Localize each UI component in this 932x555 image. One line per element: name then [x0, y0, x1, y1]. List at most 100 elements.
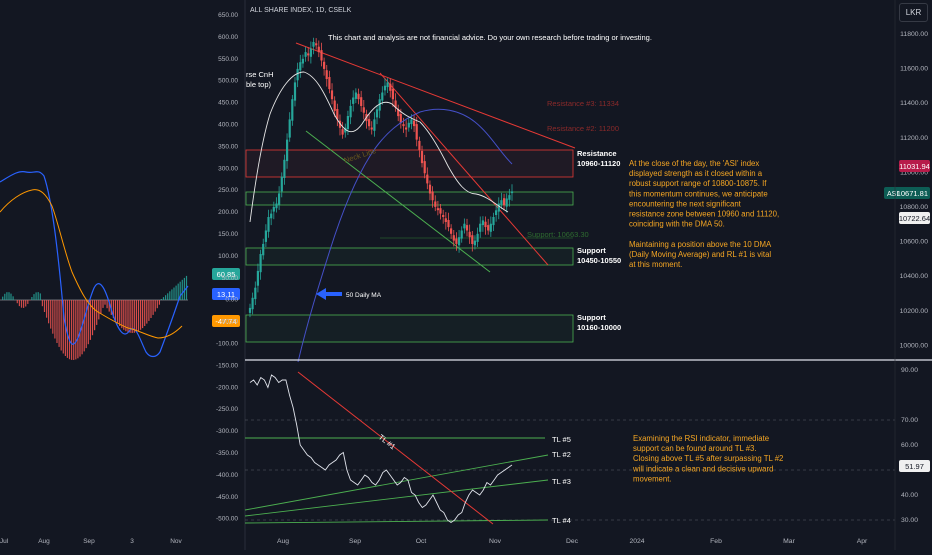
resistance-3-label: Resistance #3: 11334 — [547, 99, 619, 108]
candle-body — [461, 231, 463, 239]
time-axis-label: 2024 — [629, 538, 644, 545]
analysis-line: robust support range of 10800-10875. If — [629, 179, 767, 188]
candle-body — [490, 224, 492, 232]
left-time-label: 3 — [130, 538, 134, 545]
time-axis-label: Oct — [416, 538, 427, 545]
histogram-bar — [50, 300, 51, 329]
support-zone-1-label-2: 10450-10550 — [577, 256, 621, 265]
histogram-bar — [29, 300, 30, 301]
support-zone-2 — [246, 315, 573, 342]
histogram-bar — [150, 300, 151, 318]
candle-body — [302, 59, 304, 64]
time-axis-label: Aug — [277, 538, 289, 545]
price-axis-label: 10000.00 — [900, 342, 929, 349]
rsi-axis-label: 90.00 — [901, 367, 918, 374]
left-axis-label: 350.00 — [218, 143, 238, 150]
candle-body — [318, 47, 320, 52]
candle-body — [495, 210, 497, 215]
candle-body — [376, 109, 378, 117]
candle-body — [447, 220, 449, 227]
candle-body — [463, 224, 465, 229]
candle-body — [355, 93, 357, 99]
histogram-bar — [27, 300, 28, 304]
time-axis-label: Dec — [566, 538, 579, 545]
histogram-bar — [153, 300, 154, 315]
candle-body — [487, 225, 489, 230]
candle-body — [389, 84, 391, 91]
tl-1 — [298, 372, 493, 524]
candle-body — [278, 193, 280, 204]
histogram-bar — [132, 300, 133, 333]
left-axis-label: 250.00 — [218, 187, 238, 194]
histogram-bar — [115, 300, 116, 321]
left-axis-label: 150.00 — [218, 231, 238, 238]
candle-body — [437, 208, 439, 210]
histogram-bar — [176, 286, 177, 300]
rsi-panel[interactable]: TL #5 TL #2 TL #3 TL #4 TL #1 Examining … — [245, 372, 895, 525]
candle-body — [408, 123, 410, 128]
candle-body — [326, 70, 328, 79]
left-axis-label: 450.00 — [218, 100, 238, 107]
price-axis-label: 11400.00 — [900, 100, 928, 107]
support-zone-2-label-2: 10160-10000 — [577, 323, 621, 332]
candle-body — [439, 208, 441, 213]
candle-body — [331, 90, 333, 99]
histogram-bar — [42, 300, 43, 306]
analysis-line: at this moment. — [629, 260, 682, 269]
tl-2 — [245, 455, 548, 510]
price-axis-label: 10800.00 — [900, 204, 929, 211]
candle-body — [445, 218, 447, 222]
rsi-axis-label: 30.00 — [901, 517, 918, 524]
pattern-label-line1: rse CnH — [246, 70, 274, 79]
candle-body — [453, 235, 455, 240]
candle-body — [392, 89, 394, 99]
time-axis-label: Mar — [783, 538, 795, 545]
histogram-bar — [104, 300, 105, 305]
histogram-bar — [48, 300, 49, 323]
candle-body — [442, 215, 444, 217]
left-axis-label: -500.00 — [216, 516, 238, 523]
histogram-bar — [56, 300, 57, 343]
main-price-chart[interactable]: ALL SHARE INDEX, 1D, CSELK This chart an… — [246, 7, 779, 362]
analysis-line: coinciding with the DMA 50. — [629, 220, 725, 229]
histogram-bar — [46, 300, 47, 318]
histogram-bar — [136, 300, 137, 332]
analysis-text-block: At the close of the day, the 'ASI' index… — [629, 159, 779, 269]
rsi-analysis-line: Examining the RSI indicator, immediate — [633, 434, 769, 443]
left-value-axis: 650.00600.00550.00500.00450.00400.00350.… — [216, 12, 238, 523]
candle-body — [450, 228, 452, 233]
tl-3 — [245, 480, 548, 516]
left-axis-label: 650.00 — [218, 12, 238, 19]
candle-body — [368, 119, 370, 126]
candle-body — [286, 140, 288, 162]
price-axis-label: 11200.00 — [900, 135, 928, 142]
histogram-bar — [38, 292, 39, 300]
price-axis-label: 11600.00 — [900, 66, 928, 73]
left-time-label: Jul — [0, 538, 9, 545]
rsi-axis-label: 60.00 — [901, 442, 918, 449]
candle-body — [260, 254, 262, 272]
price-tag-white-label: 10722.64 — [899, 214, 930, 223]
histogram-bar — [123, 300, 124, 330]
time-axis-label: Apr — [857, 538, 868, 545]
candle-body — [429, 185, 431, 194]
left-axis-label: 0.00 — [225, 297, 238, 304]
currency-button[interactable]: LKR — [899, 3, 928, 22]
candle-body — [455, 239, 457, 244]
histogram-bar — [54, 300, 55, 339]
tl-5-label: TL #5 — [552, 435, 571, 444]
left-axis-label: -50.00 — [220, 319, 239, 326]
rsi-analysis-line: support can be found around TL #3. — [633, 444, 757, 453]
histogram-bar — [98, 300, 99, 319]
chart-title: ALL SHARE INDEX, 1D, CSELK — [250, 7, 352, 14]
left-axis-label: -450.00 — [216, 494, 238, 501]
downtrend-line — [296, 43, 575, 148]
candle-body — [323, 62, 325, 69]
candle-body — [291, 99, 293, 121]
candle-body — [484, 222, 486, 227]
